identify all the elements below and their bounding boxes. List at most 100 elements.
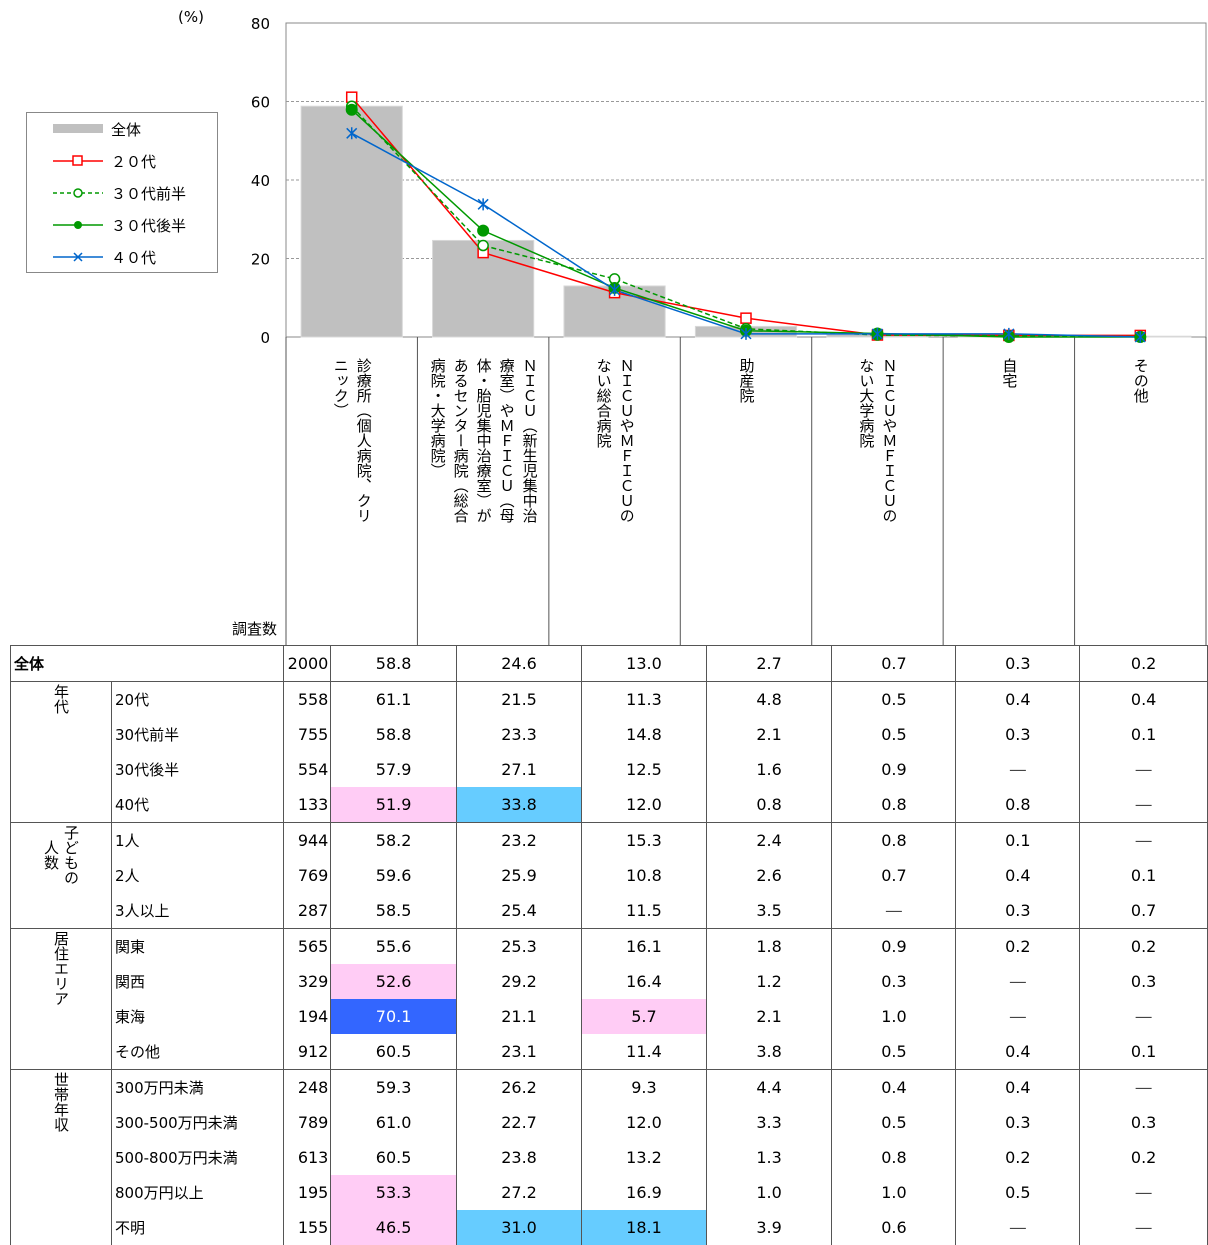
- value-cell: 0.3: [1080, 964, 1208, 999]
- category-label: あるセンター病院（総合: [449, 358, 472, 643]
- value-cell: ―: [956, 999, 1080, 1034]
- value-cell: 0.8: [832, 1140, 956, 1175]
- value-cell: 1.2: [706, 964, 832, 999]
- value-cell: 0.8: [832, 823, 956, 859]
- value-cell: 60.5: [331, 1034, 456, 1070]
- value-cell: 21.5: [456, 682, 581, 718]
- legend-label: ２０代: [111, 151, 156, 172]
- value-cell: 23.2: [456, 823, 581, 859]
- legend-swatch: [53, 247, 105, 267]
- value-cell: 27.2: [456, 1175, 581, 1210]
- value-cell: 0.2: [1080, 646, 1208, 682]
- sample-size-cell: 248: [283, 1070, 331, 1106]
- category-label: 療室）やＭＦＩＣＵ（母: [495, 358, 518, 643]
- row-label: 2人: [112, 858, 284, 893]
- value-cell: 51.9: [331, 787, 456, 823]
- category-label: 診療所（個人病院、クリ: [352, 358, 375, 643]
- value-cell: 60.5: [331, 1140, 456, 1175]
- value-cell: 13.0: [582, 646, 706, 682]
- value-cell: 1.8: [706, 929, 832, 965]
- sample-size-cell: 2000: [283, 646, 331, 682]
- sample-size-cell: 755: [283, 717, 331, 752]
- value-cell: ―: [1080, 1210, 1208, 1245]
- value-cell: 0.7: [832, 646, 956, 682]
- sample-size-cell: 194: [283, 999, 331, 1034]
- bar-1: [301, 106, 402, 337]
- legend-item: ２０代: [27, 149, 156, 173]
- value-cell: 33.8: [456, 787, 581, 823]
- value-cell: ―: [1080, 823, 1208, 859]
- value-cell: 11.4: [582, 1034, 706, 1070]
- legend-swatch: [53, 151, 105, 171]
- value-cell: 4.8: [706, 682, 832, 718]
- value-cell: ―: [956, 964, 1080, 999]
- value-cell: 2.6: [706, 858, 832, 893]
- value-cell: 0.1: [1080, 1034, 1208, 1070]
- series-1-point-4: [741, 313, 751, 323]
- row-label: 30代前半: [112, 717, 284, 752]
- value-cell: 11.5: [582, 893, 706, 929]
- value-cell: 25.3: [456, 929, 581, 965]
- value-cell: 0.3: [956, 893, 1080, 929]
- sample-size-cell: 287: [283, 893, 331, 929]
- value-cell: 13.2: [582, 1140, 706, 1175]
- value-cell: 15.3: [582, 823, 706, 859]
- series-3-point-1: [346, 104, 357, 115]
- value-cell: 0.8: [832, 787, 956, 823]
- value-cell: 16.9: [582, 1175, 706, 1210]
- row-label: 20代: [112, 682, 284, 718]
- category-label: ＮＩＣＵ（新生児集中治: [518, 358, 541, 643]
- value-cell: 1.0: [706, 1175, 832, 1210]
- y-axis-unit-label: (%): [178, 8, 204, 26]
- legend-swatch: [53, 119, 105, 139]
- sample-size-cell: 195: [283, 1175, 331, 1210]
- value-cell: 0.9: [832, 752, 956, 787]
- value-cell: 0.3: [1080, 1105, 1208, 1140]
- legend-item: 全体: [27, 117, 141, 141]
- value-cell: 61.1: [331, 682, 456, 718]
- sample-size-cell: 944: [283, 823, 331, 859]
- value-cell: 26.2: [456, 1070, 581, 1106]
- value-cell: 1.6: [706, 752, 832, 787]
- value-cell: 31.0: [456, 1210, 581, 1245]
- value-cell: 2.1: [706, 717, 832, 752]
- value-cell: 21.1: [456, 999, 581, 1034]
- row-label: 3人以上: [112, 893, 284, 929]
- value-cell: 0.4: [1080, 682, 1208, 718]
- group-label: 居住エリア: [11, 929, 112, 1070]
- value-cell: 12.5: [582, 752, 706, 787]
- value-cell: 0.3: [956, 1105, 1080, 1140]
- series-4-point-2: [478, 198, 488, 210]
- row-label: 東海: [112, 999, 284, 1034]
- value-cell: 0.5: [832, 1034, 956, 1070]
- value-cell: 1.3: [706, 1140, 832, 1175]
- legend-swatch: [53, 183, 105, 203]
- value-cell: 23.3: [456, 717, 581, 752]
- value-cell: 59.6: [331, 858, 456, 893]
- y-tick-label: 40: [251, 172, 270, 190]
- legend-label: ４０代: [111, 247, 156, 268]
- row-label: 不明: [112, 1210, 284, 1245]
- value-cell: 0.9: [832, 929, 956, 965]
- sample-size-cell: 155: [283, 1210, 331, 1245]
- value-cell: 3.5: [706, 893, 832, 929]
- sample-size-cell: 912: [283, 1034, 331, 1070]
- value-cell: 16.4: [582, 964, 706, 999]
- group-label: 世帯年収: [11, 1070, 112, 1245]
- y-tick-label: 0: [260, 329, 270, 347]
- group-label: 子どもの 人数: [11, 823, 112, 929]
- value-cell: 0.5: [832, 1105, 956, 1140]
- legend-item: ４０代: [27, 245, 156, 269]
- row-label: 40代: [112, 787, 284, 823]
- sample-size-cell: 789: [283, 1105, 331, 1140]
- value-cell: 57.9: [331, 752, 456, 787]
- value-cell: ―: [956, 752, 1080, 787]
